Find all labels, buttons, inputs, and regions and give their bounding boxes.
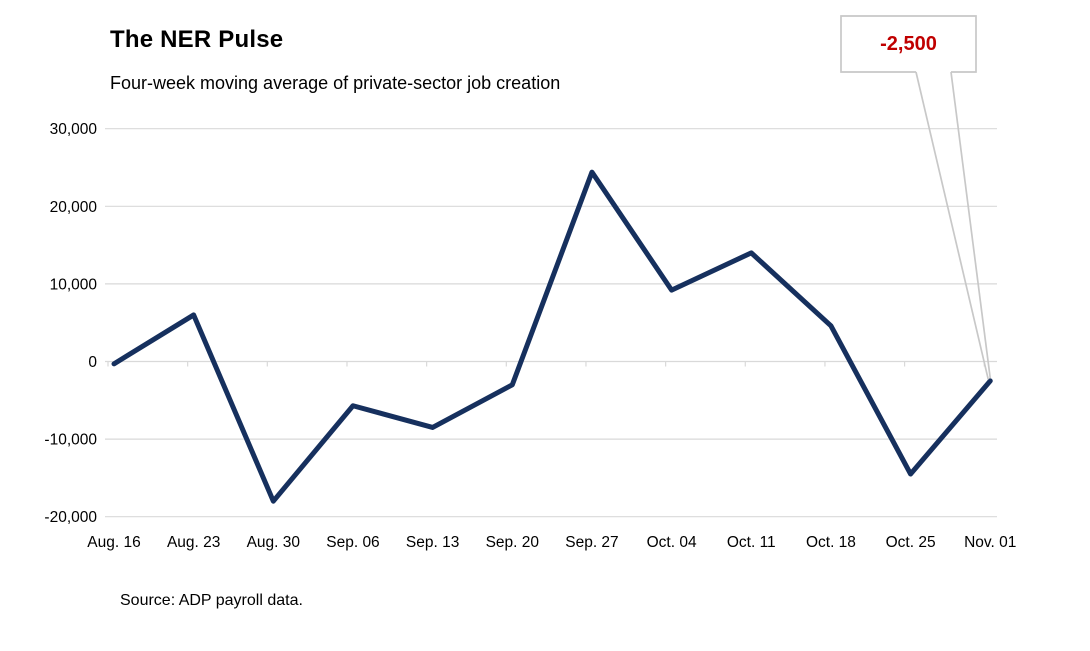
callout-value-label: -2,500 <box>880 32 937 55</box>
x-axis-label: Oct. 18 <box>806 534 856 551</box>
y-axis-label: 10,000 <box>50 276 98 293</box>
x-axis-label: Oct. 25 <box>886 534 936 551</box>
x-axis-label: Nov. 01 <box>964 534 1016 551</box>
x-axis-label: Oct. 11 <box>727 534 776 551</box>
data-line <box>111 169 993 504</box>
callout-tail-right <box>950 71 992 379</box>
x-axis-label: Aug. 23 <box>167 534 220 551</box>
x-axis-label: Sep. 20 <box>486 534 540 551</box>
y-axis-label: 20,000 <box>50 199 98 216</box>
y-axis-label: -10,000 <box>44 432 97 449</box>
callout-tail-left <box>915 71 990 380</box>
x-axis-label: Aug. 16 <box>87 534 140 551</box>
x-axis-label: Aug. 30 <box>247 534 301 551</box>
chart-title: The NER Pulse <box>110 26 284 53</box>
x-axis-label: Sep. 27 <box>565 534 618 551</box>
x-axis-label: Sep. 13 <box>406 534 459 551</box>
x-axis-label: Sep. 06 <box>326 534 379 551</box>
callout-box-outline <box>840 15 977 73</box>
y-axis-label: 30,000 <box>50 121 98 138</box>
y-axis-label: 0 <box>88 354 97 371</box>
x-axis-label: Oct. 04 <box>647 534 697 551</box>
y-axis-label: -20,000 <box>44 509 97 526</box>
chart-subtitle: Four-week moving average of private-sect… <box>110 73 561 93</box>
source-note: Source: ADP payroll data. <box>120 592 303 609</box>
